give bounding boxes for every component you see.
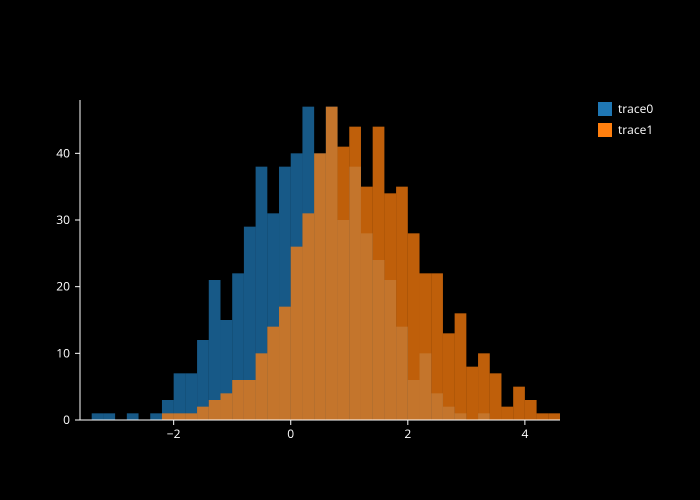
histogram-chart[interactable]: −2024010203040 bbox=[0, 0, 700, 500]
plot-container: −2024010203040 trace0trace1 bbox=[0, 0, 700, 500]
y-tick-label: 10 bbox=[56, 344, 70, 361]
x-tick-label: 4 bbox=[521, 425, 528, 442]
bar[interactable] bbox=[349, 127, 361, 420]
bar[interactable] bbox=[408, 233, 420, 420]
bar[interactable] bbox=[338, 147, 350, 420]
bar[interactable] bbox=[466, 367, 478, 420]
bar[interactable] bbox=[103, 413, 115, 420]
bar[interactable] bbox=[291, 247, 303, 420]
bar[interactable] bbox=[150, 413, 162, 420]
bar[interactable] bbox=[302, 213, 314, 420]
bar[interactable] bbox=[209, 400, 221, 420]
bar[interactable] bbox=[548, 413, 560, 420]
y-tick-label: 20 bbox=[56, 278, 70, 295]
bar[interactable] bbox=[373, 127, 385, 420]
y-tick-label: 30 bbox=[56, 211, 70, 228]
y-tick-label: 0 bbox=[63, 411, 70, 428]
legend-swatch bbox=[598, 123, 612, 137]
bar[interactable] bbox=[185, 413, 197, 420]
bar[interactable] bbox=[420, 273, 432, 420]
bar[interactable] bbox=[501, 407, 513, 420]
bar[interactable] bbox=[209, 280, 221, 420]
bar[interactable] bbox=[174, 373, 186, 420]
bar[interactable] bbox=[127, 413, 139, 420]
bar[interactable] bbox=[396, 187, 408, 420]
bar[interactable] bbox=[267, 327, 279, 420]
x-tick-label: 2 bbox=[404, 425, 411, 442]
bar[interactable] bbox=[443, 333, 455, 420]
bar[interactable] bbox=[185, 373, 197, 420]
bar[interactable] bbox=[162, 413, 174, 420]
legend-label: trace1 bbox=[618, 121, 653, 138]
bar[interactable] bbox=[244, 380, 256, 420]
bar[interactable] bbox=[279, 307, 291, 420]
legend-item-trace1[interactable]: trace1 bbox=[598, 121, 653, 138]
bar[interactable] bbox=[537, 413, 549, 420]
bar[interactable] bbox=[326, 107, 338, 420]
bar[interactable] bbox=[232, 380, 244, 420]
bar[interactable] bbox=[220, 393, 232, 420]
legend-label: trace0 bbox=[618, 100, 653, 117]
bar[interactable] bbox=[478, 353, 490, 420]
legend: trace0 trace1 bbox=[598, 100, 653, 142]
bar[interactable] bbox=[384, 193, 396, 420]
bar[interactable] bbox=[197, 407, 209, 420]
bar[interactable] bbox=[455, 313, 467, 420]
bar[interactable] bbox=[314, 153, 326, 420]
x-tick-label: −2 bbox=[167, 425, 181, 442]
bar[interactable] bbox=[490, 373, 502, 420]
bar[interactable] bbox=[92, 413, 104, 420]
bar[interactable] bbox=[361, 187, 373, 420]
y-tick-label: 40 bbox=[56, 144, 70, 161]
bar[interactable] bbox=[525, 400, 537, 420]
bar[interactable] bbox=[431, 273, 443, 420]
bar[interactable] bbox=[174, 413, 186, 420]
legend-item-trace0[interactable]: trace0 bbox=[598, 100, 653, 117]
legend-swatch bbox=[598, 102, 612, 116]
bar[interactable] bbox=[256, 353, 268, 420]
x-tick-label: 0 bbox=[287, 425, 294, 442]
bar[interactable] bbox=[513, 387, 525, 420]
